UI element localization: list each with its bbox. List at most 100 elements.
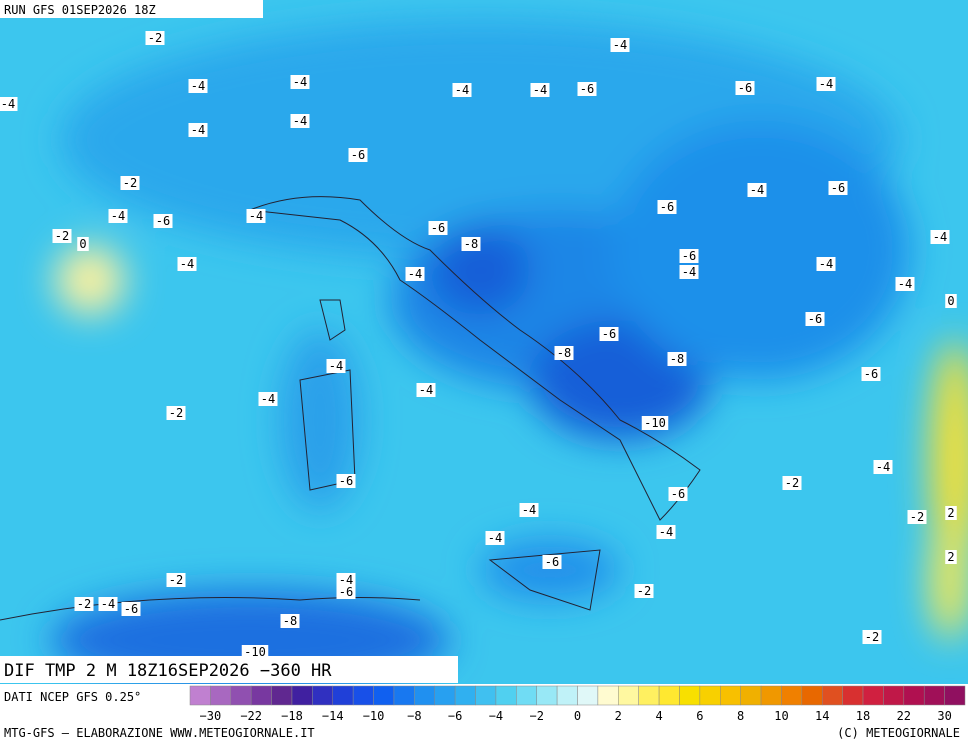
contour-label-box: [542, 555, 562, 569]
contour-label: -6: [808, 312, 822, 326]
contour-label-box: [405, 267, 425, 281]
colorbar-swatch: [434, 685, 456, 706]
contour-label: -4: [613, 38, 627, 52]
contour-label-box: [177, 257, 197, 271]
contour-label: -4: [111, 209, 125, 223]
colorbar-swatch: [740, 685, 762, 706]
contour-label: -6: [156, 214, 170, 228]
colorbar-swatch: [944, 685, 966, 706]
contour-label: -6: [431, 221, 445, 235]
contour-label: -4: [898, 277, 912, 291]
colorbar-label: −10: [363, 709, 385, 723]
contour-label-box: [735, 81, 755, 95]
contour-label-box: [657, 200, 677, 214]
contour-label: -6: [738, 81, 752, 95]
contour-label-box: [166, 573, 186, 587]
contour-label-box: [679, 265, 699, 279]
contour-label-box: [577, 82, 597, 96]
contour-label: -8: [670, 352, 684, 366]
colorbar-swatch: [230, 685, 252, 706]
contour-label: -2: [169, 573, 183, 587]
colorbar-swatch: [577, 685, 599, 706]
contour-label: -6: [660, 200, 674, 214]
map-field: [0, 0, 968, 690]
header-box: [0, 0, 263, 18]
contour-label: -2: [910, 510, 924, 524]
contour-label: -4: [933, 230, 947, 244]
contour-label: -4: [249, 209, 263, 223]
contour-label-box: [873, 460, 893, 474]
contour-label: -6: [124, 602, 138, 616]
contour-labels: -2 -4-4-4 -4-4 -4 -6 -6 -4-4-4-6-2 -4 -6-4 -6 -4-6…: [0, 31, 957, 659]
contour-label-box: [747, 183, 767, 197]
title-box: [0, 656, 458, 683]
contour-label-box: [98, 597, 118, 611]
contour-label: -8: [557, 346, 571, 360]
contour-label-box: [656, 525, 676, 539]
contour-label: -4: [682, 265, 696, 279]
contour-label-box: [108, 209, 128, 223]
colorbar-swatch: [760, 685, 782, 706]
contour-label-box: [610, 38, 630, 52]
contour-label: -6: [682, 249, 696, 263]
colorbar-swatch: [597, 685, 619, 706]
contour-label: -2: [169, 406, 183, 420]
contour-label: 0: [947, 294, 954, 308]
contour-label-box: [77, 237, 89, 251]
colorbar-swatch: [495, 685, 517, 706]
contour-label: -6: [545, 555, 559, 569]
map-title: DIF TMP 2 M 18Z16SEP2026 −360 HR: [4, 661, 332, 681]
contour-label-box: [188, 123, 208, 137]
contour-label: -4: [750, 183, 764, 197]
contour-label-box: [862, 630, 882, 644]
colorbar-swatch: [618, 685, 639, 706]
contour-label: -4: [191, 123, 205, 137]
colorbar-label: 10: [774, 709, 788, 723]
contour-label: -4: [876, 460, 890, 474]
contour-label: -10: [244, 645, 266, 659]
colorbar-swatch: [862, 685, 884, 706]
contour-label-box: [336, 573, 356, 587]
contour-label-box: [816, 257, 836, 271]
contour-label: -10: [644, 416, 666, 430]
contour-label-box: [930, 230, 950, 244]
contour-label-box: [241, 645, 269, 659]
contour-label-box: [121, 602, 141, 616]
contour-label: -4: [659, 525, 673, 539]
contour-label: -4: [180, 257, 194, 271]
contour-label: -4: [339, 573, 353, 587]
colorbar-swatch: [332, 685, 354, 706]
contour-label-box: [290, 75, 310, 89]
contour-label-box: [485, 531, 505, 545]
colorbar-swatch: [414, 685, 435, 706]
colorbar-swatch: [373, 685, 395, 706]
contour-label: -4: [819, 77, 833, 91]
contour-label-box: [599, 327, 619, 341]
contour-label-box: [530, 83, 550, 97]
colorbar-swatch: [536, 685, 558, 706]
contour-label-box: [290, 114, 310, 128]
contour-label: -8: [283, 614, 297, 628]
contour-label: -6: [671, 487, 685, 501]
contour-label: -2: [77, 597, 91, 611]
contour-label: -4: [488, 531, 502, 545]
contour-label: -4: [533, 83, 547, 97]
colorbar-swatch: [679, 685, 701, 706]
contour-label: -6: [339, 585, 353, 599]
contour-label-box: [634, 584, 654, 598]
run-label: RUN GFS 01SEP2026 18Z: [4, 3, 156, 17]
data-source: DATI NCEP GFS 0.25°: [4, 690, 141, 704]
colorbar-swatch: [210, 685, 232, 706]
colorbar-label: 8: [737, 709, 744, 723]
contour-label: -2: [123, 176, 137, 190]
contour-label-box: [336, 585, 356, 599]
contour-label: -4: [522, 503, 536, 517]
contour-label-box: [428, 221, 448, 235]
colorbar-swatch: [883, 685, 905, 706]
contour-label-box: [461, 237, 481, 251]
contour-label-box: [945, 294, 957, 308]
contour-label-box: [52, 229, 72, 243]
contour-label: -2: [637, 584, 651, 598]
contour-label-box: [416, 383, 436, 397]
contour-label-box: [828, 181, 848, 195]
